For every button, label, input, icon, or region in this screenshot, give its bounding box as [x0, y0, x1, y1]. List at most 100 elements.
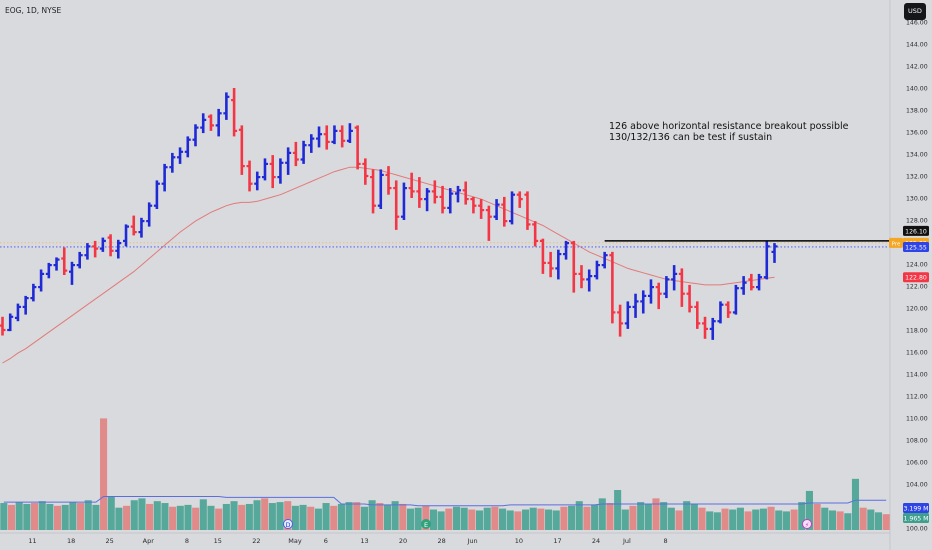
volume-bar	[268, 503, 276, 530]
ohlc-bar	[331, 125, 338, 145]
resistance-price-tag: 126.10	[903, 225, 929, 236]
price-tick-label: 132.00	[906, 174, 928, 181]
volume-bar	[7, 504, 16, 530]
volume-bar	[299, 504, 307, 530]
ohlc-bar	[107, 234, 114, 257]
ohlc-bar	[354, 125, 361, 170]
volume-bar	[637, 502, 645, 530]
ohlc-bar	[316, 126, 323, 148]
volume-bar	[92, 504, 100, 530]
volume-bar	[506, 510, 514, 530]
price-tick-label: 106.00	[906, 460, 928, 467]
volume-bar	[192, 507, 200, 530]
volume-bar	[759, 508, 767, 530]
price-tick-label: 112.00	[906, 394, 928, 401]
plot-area	[0, 0, 890, 533]
time-tick-label: 15	[214, 537, 222, 545]
ma-price-tag-bg	[903, 272, 929, 283]
ohlc-bar	[624, 301, 631, 329]
ohlc-bar	[732, 284, 739, 315]
ohlc-bar	[146, 202, 153, 227]
price-tick-label: 110.00	[906, 416, 928, 423]
volume-bar	[422, 505, 430, 530]
volume-bar	[729, 509, 737, 530]
ohlc-bar	[756, 273, 763, 291]
volume-bar	[153, 501, 161, 530]
volume-bar	[46, 503, 54, 530]
ohlc-bar	[709, 317, 716, 340]
ohlc-bar	[393, 180, 400, 230]
ohlc-bar	[547, 251, 554, 278]
volume-bar	[199, 499, 207, 530]
volume-bar	[61, 504, 69, 530]
ohlc-bar	[300, 140, 307, 164]
volume-bar	[683, 501, 691, 530]
ohlc-bar	[76, 251, 83, 269]
volume-bar	[882, 514, 890, 530]
ohlc-bar	[470, 196, 477, 214]
price-tick-label: 120.00	[906, 306, 928, 313]
ohlc-bar	[586, 269, 593, 292]
time-tick-label: 22	[252, 537, 260, 545]
price-tick-label: 108.00	[906, 438, 928, 445]
volume-bar	[130, 500, 138, 530]
volume-bar	[690, 503, 698, 530]
volume-bar	[614, 490, 622, 530]
ohlc-bar	[207, 114, 214, 131]
volume-ma-line	[3, 496, 887, 507]
volume-bar	[184, 504, 192, 530]
ohlc-bar	[416, 177, 423, 208]
volume-bar	[667, 507, 675, 530]
volume-bar	[721, 508, 729, 530]
volume-bar	[836, 511, 844, 530]
price-tick-label: 116.00	[906, 350, 928, 357]
ohlc-bar	[123, 224, 130, 247]
annotation-line-1: 126 above horizontal resistance breakout…	[609, 121, 849, 132]
text-annotation[interactable]: 126 above horizontal resistance breakout…	[609, 121, 848, 143]
volume-bar	[146, 503, 154, 530]
time-axis: 11 18 25 Apr 8 15 22 May 6 13 20 28 Jun 10 17 24 Jul 8	[28, 537, 667, 545]
ohlc-bar	[138, 217, 145, 238]
symbol-label[interactable]: EOG, 1D, NYSE	[5, 6, 62, 15]
volume-bar	[575, 501, 583, 530]
ohlc-bar	[238, 125, 245, 175]
volume-bar	[445, 508, 453, 530]
volume-bar	[583, 506, 591, 530]
volume-bar	[752, 509, 760, 530]
ohlc-bar	[686, 284, 693, 313]
lightning-event-icon[interactable]: ⚡	[802, 519, 812, 529]
ohlc-bar	[570, 240, 577, 293]
volume-tag: 1.965 M	[903, 513, 929, 523]
time-tick-label: 24	[592, 537, 600, 545]
ohlc-bar	[53, 257, 60, 271]
ohlc-bar	[462, 181, 469, 205]
price-tick-label: 124.00	[906, 262, 928, 269]
volume-tag-bg	[903, 513, 929, 523]
volume-bar	[621, 509, 629, 530]
ohlc-bar	[231, 88, 238, 137]
time-tick-label: 18	[67, 537, 75, 545]
volume-bar	[499, 508, 507, 530]
volume-bar	[115, 507, 123, 530]
time-tick-label: 13	[360, 537, 368, 545]
volume-bar	[314, 508, 322, 530]
ohlc-bar	[377, 169, 384, 209]
volume-tag-text: 1.965 M	[903, 516, 928, 523]
volume-bar	[291, 505, 299, 530]
ohlc-bar	[578, 265, 585, 289]
volume-bar	[736, 507, 744, 530]
volume-bar	[222, 503, 230, 530]
currency-button[interactable]: USD	[904, 3, 926, 20]
ohlc-bar	[771, 243, 778, 263]
earnings-event-icon[interactable]: E	[421, 519, 431, 529]
resistance-price-tag-text: 126.10	[905, 228, 927, 235]
time-tick-label: May	[288, 537, 302, 545]
dividend-event-icon[interactable]: D	[283, 519, 293, 529]
volume-bar	[522, 509, 530, 530]
volume-bar	[491, 506, 499, 530]
volume-bar	[629, 505, 637, 530]
volume-bar	[215, 508, 223, 530]
volume-bar	[337, 503, 345, 530]
volume-bar	[867, 509, 875, 530]
